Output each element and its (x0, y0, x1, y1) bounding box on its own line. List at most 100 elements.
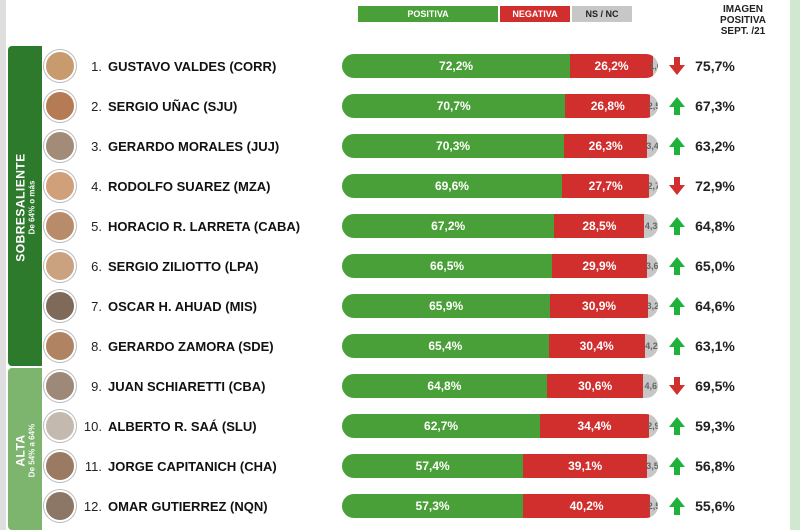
table-row: 10.ALBERTO R. SAÁ (SLU)62,7%34,4%2,959,3… (44, 406, 786, 446)
seg-negativa: 26,2% (570, 54, 653, 78)
arrow-up-icon (666, 94, 688, 118)
politician-name: JORGE CAPITANICH (CHA) (108, 459, 342, 474)
stacked-bar: 70,7%26,8%2,5 (342, 94, 658, 118)
stacked-bar: 66,5%29,9%3,6 (342, 254, 658, 278)
politician-name: GUSTAVO VALDES (CORR) (108, 59, 342, 74)
rank: 11. (82, 459, 102, 474)
arrow-down-icon (666, 374, 688, 398)
arrow-up-icon (666, 494, 688, 518)
seg-negativa: 26,3% (564, 134, 647, 158)
seg-nsnc: 2,9 (649, 414, 658, 438)
rank: 1. (82, 59, 102, 74)
avatar (44, 370, 76, 402)
category-label: ALTADe 54% a 64% (14, 391, 37, 511)
table-row: 7.OSCAR H. AHUAD (MIS)65,9%30,9%3,264,6% (44, 286, 786, 326)
table-row: 12.OMAR GUTIERREZ (NQN)57,3%40,2%2,555,6… (44, 486, 786, 526)
category-label: SOBRESALIENTEDe 64% o más (14, 148, 37, 268)
sept-value: 65,0% (688, 258, 742, 274)
seg-negativa: 26,8% (565, 94, 650, 118)
table-row: 8. GERARDO ZAMORA (SDE)65,4%30,4%4,2 63,1% (44, 326, 786, 366)
seg-negativa: 28,5% (554, 214, 644, 238)
arrow-down-icon (666, 174, 688, 198)
right-margin-strip (790, 0, 800, 530)
sept-value: 69,5% (688, 378, 742, 394)
politician-name: GERARDO ZAMORA (SDE) (108, 339, 342, 354)
seg-negativa: 30,4% (549, 334, 645, 358)
arrow-up-icon (666, 294, 688, 318)
seg-nsnc: 4,3 (644, 214, 658, 238)
table-row: 6. SERGIO ZILIOTTO (LPA)66,5%29,9%3,6 65,0… (44, 246, 786, 286)
rank: 5. (82, 219, 102, 234)
seg-positiva: 65,4% (342, 334, 549, 358)
seg-positiva: 69,6% (342, 174, 562, 198)
table-row: 5. HORACIO R. LARRETA (CABA)67,2%28,5%4,3… (44, 206, 786, 246)
avatar (44, 330, 76, 362)
avatar (44, 130, 76, 162)
avatar (44, 410, 76, 442)
politician-name: SERGIO ZILIOTTO (LPA) (108, 259, 342, 274)
politician-name: OMAR GUTIERREZ (NQN) (108, 499, 342, 514)
sept-value: 63,2% (688, 138, 742, 154)
avatar (44, 250, 76, 282)
sept-value: 72,9% (688, 178, 742, 194)
header-sept-l2: POSITIVA (708, 15, 778, 26)
rows-container: 1. GUSTAVO VALDES (CORR)72,2%26,2%1,6 75,7… (44, 46, 786, 526)
avatar (44, 490, 76, 522)
seg-nsnc: 2,5 (650, 94, 658, 118)
rank: 9. (82, 379, 102, 394)
seg-nsnc: 3,6 (647, 254, 658, 278)
rank: 8. (82, 339, 102, 354)
stacked-bar: 62,7%34,4%2,9 (342, 414, 658, 438)
rank: 6. (82, 259, 102, 274)
seg-nsnc: 2,7 (649, 174, 658, 198)
arrow-up-icon (666, 334, 688, 358)
seg-nsnc: 3,5 (647, 454, 658, 478)
seg-nsnc: 3,4 (647, 134, 658, 158)
seg-positiva: 67,2% (342, 214, 554, 238)
politician-name: HORACIO R. LARRETA (CABA) (108, 219, 342, 234)
avatar (44, 90, 76, 122)
header-sept-l1: IMAGEN (708, 4, 778, 15)
seg-negativa: 34,4% (540, 414, 649, 438)
avatar (44, 170, 76, 202)
sept-value: 59,3% (688, 418, 742, 434)
stacked-bar: 70,3%26,3%3,4 (342, 134, 658, 158)
arrow-up-icon (666, 254, 688, 278)
stacked-bar: 57,4%39,1%3,5 (342, 454, 658, 478)
rank: 10. (82, 419, 102, 434)
stacked-bar: 65,9%30,9%3,2 (342, 294, 658, 318)
rank: 4. (82, 179, 102, 194)
arrow-up-icon (666, 414, 688, 438)
avatar (44, 50, 76, 82)
arrow-up-icon (666, 134, 688, 158)
avatar (44, 290, 76, 322)
rank: 7. (82, 299, 102, 314)
seg-positiva: 72,2% (342, 54, 570, 78)
avatar (44, 210, 76, 242)
legend-nsnc: NS / NC (572, 6, 632, 22)
sept-value: 63,1% (688, 338, 742, 354)
table-row: 1. GUSTAVO VALDES (CORR)72,2%26,2%1,6 75,7… (44, 46, 786, 86)
stacked-bar: 72,2%26,2%1,6 (342, 54, 658, 78)
header-sept-l3: SEPT. /21 (708, 26, 778, 37)
sept-value: 55,6% (688, 498, 742, 514)
stacked-bar: 64,8%30,6%4,6 (342, 374, 658, 398)
seg-negativa: 30,9% (550, 294, 648, 318)
sept-value: 64,6% (688, 298, 742, 314)
legend-positiva: POSITIVA (358, 6, 498, 22)
seg-negativa: 40,2% (523, 494, 650, 518)
sept-value: 56,8% (688, 458, 742, 474)
seg-negativa: 27,7% (562, 174, 650, 198)
seg-negativa: 30,6% (547, 374, 644, 398)
stacked-bar: 69,6%27,7%2,7 (342, 174, 658, 198)
legend: POSITIVA NEGATIVA NS / NC (358, 6, 632, 22)
arrow-down-icon (666, 54, 688, 78)
politician-name: SERGIO UÑAC (SJU) (108, 99, 342, 114)
table-row: 3.GERARDO MORALES (JUJ)70,3%26,3%3,463,2… (44, 126, 786, 166)
sept-value: 75,7% (688, 58, 742, 74)
left-margin-strip (0, 0, 6, 530)
category-tab: ALTADe 54% a 64% (8, 368, 42, 530)
table-row: 9.JUAN SCHIARETTI (CBA)64,8%30,6%4,669,5… (44, 366, 786, 406)
stacked-bar: 65,4%30,4%4,2 (342, 334, 658, 358)
category-tab: SOBRESALIENTEDe 64% o más (8, 46, 42, 366)
